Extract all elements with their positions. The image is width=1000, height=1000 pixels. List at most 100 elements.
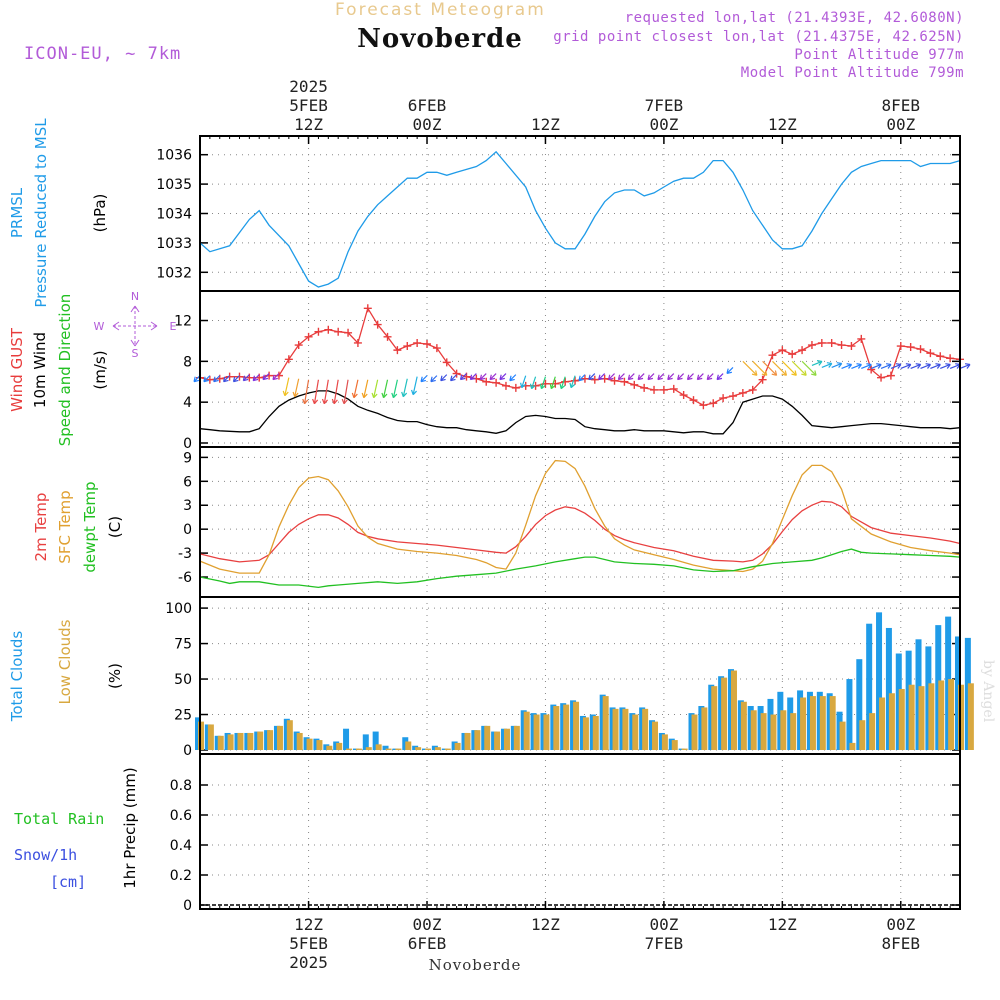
low-cloud-bar: [592, 715, 599, 750]
low-cloud-bar: [553, 706, 560, 750]
y-tick-label: -6: [178, 570, 192, 586]
wind-arrow: [233, 375, 240, 383]
wind-arrow-head: [193, 376, 199, 383]
wind-arrow: [687, 373, 694, 381]
low-cloud-bar: [918, 686, 925, 750]
wind-arrow-head: [509, 375, 515, 382]
y-tick-label: 9: [183, 450, 192, 466]
wind-arrow-head: [430, 376, 436, 383]
x-tick-label-top: 7FEB: [645, 96, 684, 115]
clouds-unit: (%): [106, 663, 124, 689]
wind-arrow-head: [252, 375, 259, 382]
gust-point: [827, 338, 836, 347]
point-altitude: Point Altitude 977m: [794, 47, 964, 63]
wind-arrow: [870, 363, 882, 370]
low-cloud-bar: [800, 697, 807, 750]
wind-arrow: [627, 373, 635, 381]
wind-arrow-head: [223, 376, 229, 383]
wind-arrow: [801, 360, 817, 376]
wind-arrow: [223, 375, 231, 383]
model-name: ICON-EU, ~ 7km: [24, 44, 182, 64]
wind-arrow: [284, 377, 290, 396]
footer-location: Novoberde: [428, 956, 522, 974]
y-tick-label: 8: [183, 354, 192, 370]
wind-arrow-head: [213, 376, 219, 383]
wind-arrow: [499, 373, 507, 381]
low-cloud-bar: [306, 738, 313, 750]
wind-arrow: [772, 360, 787, 376]
gust-point: [906, 343, 915, 352]
wind-arrow: [841, 363, 852, 370]
wind-arrow-head: [578, 375, 584, 382]
low-cloud-bar: [790, 713, 797, 750]
wind-arrow-head: [895, 363, 902, 369]
temp-sfc-label: SFC Temp: [56, 490, 74, 563]
wind-arrow: [303, 379, 310, 404]
wind-arrow: [509, 374, 517, 382]
wind-arrow-head: [935, 363, 941, 369]
gust-point: [758, 375, 767, 384]
low-cloud-bar: [740, 701, 747, 750]
low-cloud-bar: [395, 748, 402, 750]
series-2m-temp: [199, 500, 961, 563]
wind-arrow: [430, 375, 438, 383]
low-cloud-bar: [276, 725, 283, 750]
panel-frame: [199, 446, 961, 598]
wind-arrow: [588, 373, 596, 381]
compass-arrowheads: [112, 305, 158, 347]
wind-arrow-head: [647, 374, 654, 381]
wind-arrow-head: [791, 370, 797, 376]
gust-point: [709, 399, 718, 408]
x-tick-label-bottom: 2025: [289, 953, 328, 972]
gust-point: [571, 376, 580, 385]
gust-point: [630, 380, 639, 389]
wind-arrow: [363, 379, 369, 398]
gust-point: [413, 338, 422, 347]
wind-arrow: [910, 363, 921, 370]
gust-point: [353, 338, 362, 347]
y-tick-label: 0: [183, 522, 192, 538]
wind-arrow-head: [351, 392, 358, 399]
y-tick-label: 50: [174, 672, 192, 688]
wind-arrow-head: [302, 398, 309, 405]
gust-point: [719, 394, 728, 403]
low-cloud-bar: [642, 708, 649, 750]
wind-arrow-head: [410, 389, 418, 396]
pressure-unit: (hPa): [91, 194, 109, 233]
total-cloud-bar: [382, 745, 389, 750]
low-cloud-bar: [829, 696, 836, 750]
low-cloud-bar: [336, 742, 343, 750]
wind-arrow-head: [716, 374, 723, 381]
wind-arrow-head: [856, 363, 862, 369]
wind-arrow-head: [696, 374, 703, 381]
gust-point: [590, 375, 599, 384]
wind-arrow-head: [479, 374, 486, 381]
y-tick-label: 100: [165, 601, 192, 617]
total-cloud-bar: [885, 627, 892, 750]
wind-arrow-head: [771, 370, 778, 376]
wind-arrow-head: [836, 362, 843, 368]
wind-arrow: [851, 363, 862, 370]
gust-point: [847, 342, 856, 351]
low-cloud-bar: [444, 748, 451, 750]
wind-arrow-head: [706, 374, 713, 381]
low-cloud-bar: [730, 670, 737, 750]
low-cloud-bar: [582, 717, 589, 750]
y-tick-label: 12: [174, 314, 192, 330]
total-cloud-bar: [876, 612, 883, 750]
low-cloud-bar: [721, 677, 728, 750]
wind-arrow-head: [529, 383, 536, 390]
low-cloud-bar: [563, 704, 570, 750]
requested-location: requested lon,lat (21.4393E, 42.6080N): [624, 10, 964, 26]
x-tick-label-bottom: 12Z: [768, 915, 797, 934]
y-tick-label: 1035: [156, 177, 192, 193]
wind-arrow: [762, 360, 778, 376]
low-cloud-bar: [454, 742, 461, 750]
gust-point: [926, 349, 935, 358]
wind-arrow-head: [637, 374, 644, 381]
wind-arrow-head: [203, 376, 209, 383]
y-tick-label: 75: [174, 637, 192, 653]
gust-point: [867, 365, 876, 374]
wind-arrow: [460, 373, 467, 381]
